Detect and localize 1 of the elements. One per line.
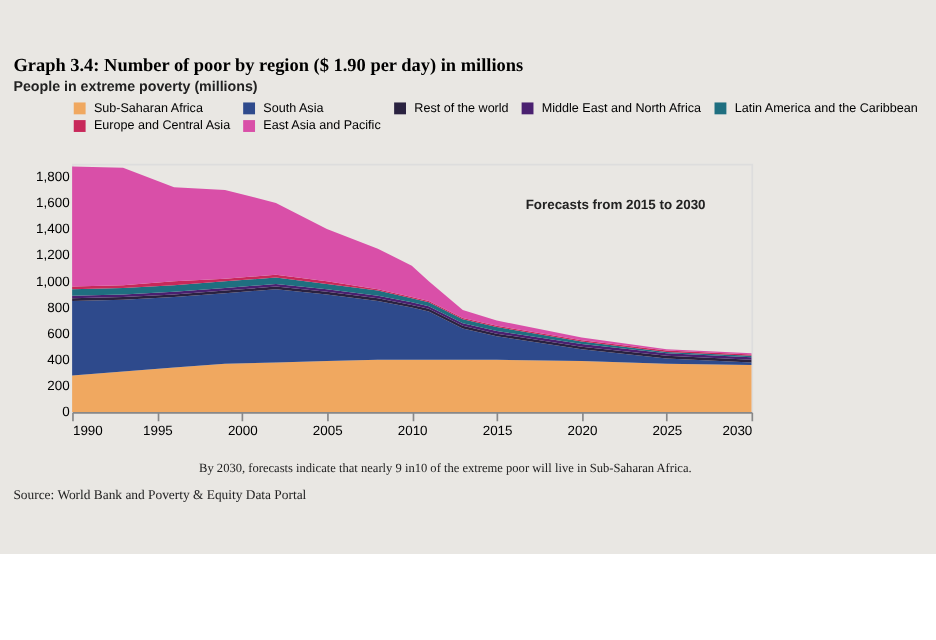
chart-title: Graph 3.4: Number of poor by region ($ 1.90 per day) in millions — [13, 54, 525, 77]
